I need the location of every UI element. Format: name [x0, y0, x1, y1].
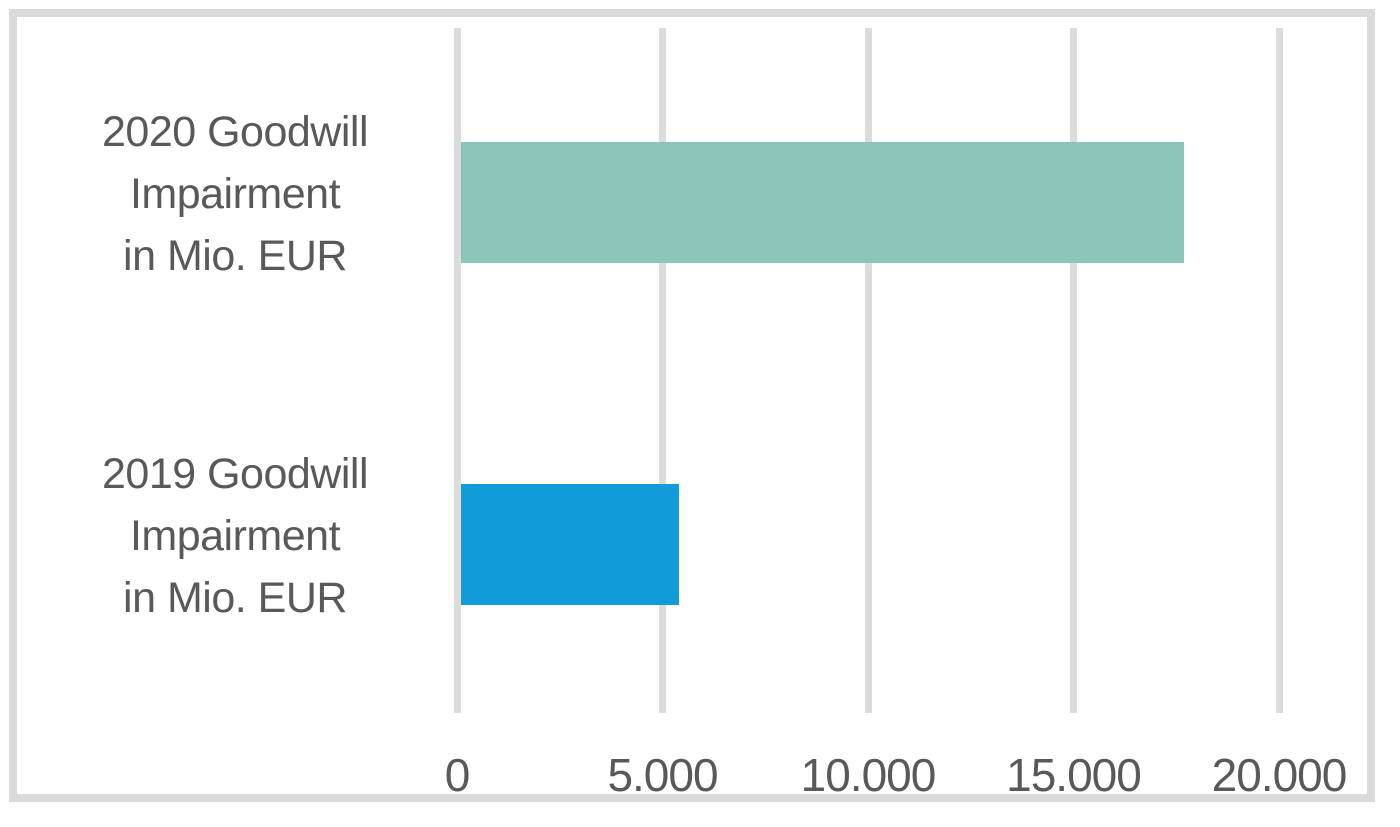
chart-frame-border [9, 9, 1375, 802]
x-tick-label-5.000: 5.000 [607, 749, 718, 801]
x-tick-label-10.000: 10.000 [800, 749, 937, 801]
x-tick-label-20.000: 20.000 [1211, 749, 1348, 801]
x-tick-label-15.000: 15.000 [1006, 749, 1142, 801]
bar-2019-goodwill-impairment [460, 483, 679, 605]
bar-2020-goodwill-impairment [460, 141, 1185, 263]
category-label-line: Impairment [129, 512, 341, 560]
category-label-2020: 2020 Goodwill Impairment in Mio. EUR [30, 101, 440, 287]
category-label-line: 2020 Goodwill [101, 108, 369, 156]
category-label-2019: 2019 Goodwill Impairment in Mio. EUR [30, 443, 440, 629]
category-label-line: 2019 Goodwill [101, 450, 369, 498]
gridline-x-0 [453, 28, 461, 713]
category-label-line: in Mio. EUR [123, 232, 347, 280]
gridline-x-15.000 [1070, 28, 1077, 713]
gridline-x-10.000 [864, 28, 872, 713]
gridline-x-20.000 [1275, 28, 1283, 713]
category-label-line: Impairment [129, 170, 341, 218]
x-tick-label-0: 0 [444, 749, 471, 801]
category-label-line: in Mio. EUR [123, 574, 347, 622]
gridline-x-5.000 [659, 28, 666, 713]
